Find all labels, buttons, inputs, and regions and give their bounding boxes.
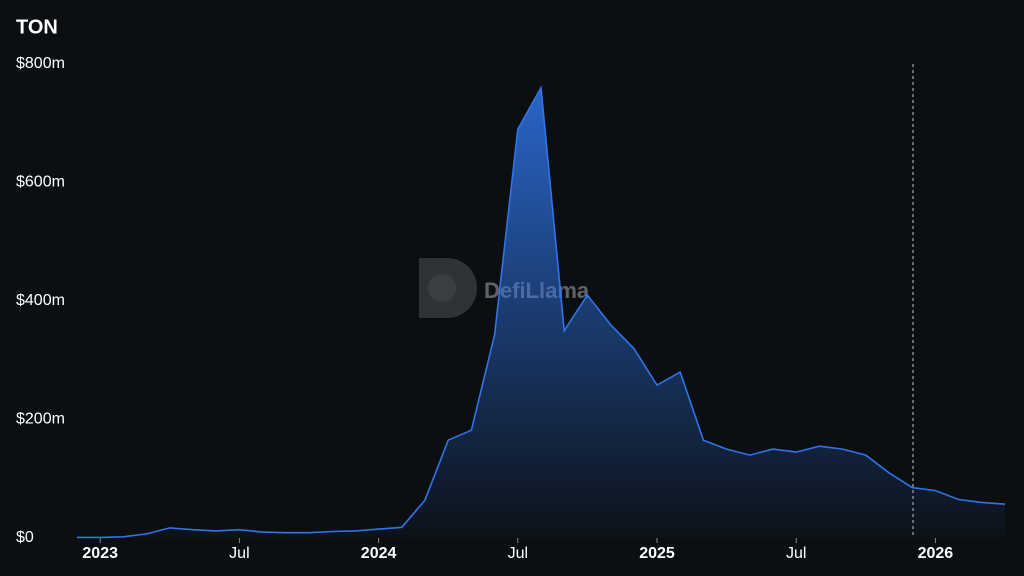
y-tick-label: $600m [16, 174, 65, 191]
x-tick-label: Jul [508, 545, 528, 562]
x-tick-label: Jul [786, 545, 806, 562]
x-tick-label: 2026 [918, 545, 954, 562]
line [77, 85, 1006, 539]
chart-title: TON [16, 16, 58, 38]
y-tick-label: $800m [16, 55, 65, 72]
x-tick-label: 2025 [639, 545, 675, 562]
x-tick-label: Jul [229, 545, 249, 562]
y-tick-label: $0 [16, 529, 34, 546]
y-tick-label: $400m [16, 292, 65, 309]
watermark-logo [419, 258, 477, 318]
y-tick-label: $200m [16, 411, 65, 428]
x-tick-label: 2024 [361, 545, 397, 562]
x-tick-label: 2023 [82, 545, 118, 562]
area [77, 87, 1005, 538]
